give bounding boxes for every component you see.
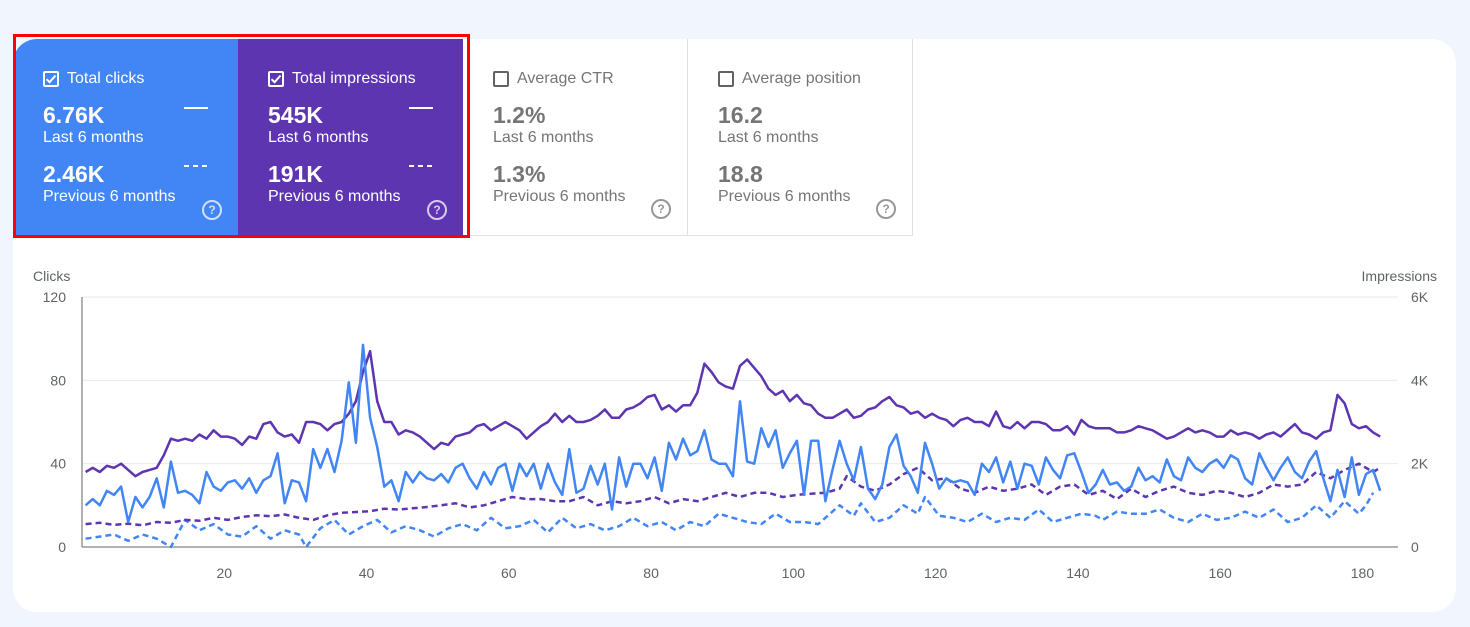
- metric-last-value: 1.2%: [493, 102, 546, 128]
- metric-prev-label: Previous 6 months: [718, 188, 851, 205]
- x-tick-label: 20: [216, 565, 232, 581]
- metric-last-value: 545K: [268, 102, 323, 128]
- solid-legend-icon: [184, 107, 208, 109]
- checkbox-unchecked-icon[interactable]: [493, 71, 509, 87]
- metric-last-label: Last 6 months: [43, 129, 144, 146]
- dashed-legend-icon: [409, 165, 433, 167]
- x-tick-label: 40: [359, 565, 375, 581]
- metric-last-value: 16.2: [718, 102, 763, 128]
- x-tick-label: 100: [782, 565, 806, 581]
- metric-label: Average CTR: [517, 70, 614, 87]
- chart-ticks: 0 40 80 120 0 2K 4K 6K 20 40 60 80 100 120 140 160 180: [43, 289, 1429, 581]
- y-axis-left-label: Clicks: [33, 268, 70, 284]
- metric-prev-value: 191K: [268, 161, 323, 187]
- metric-prev-value: 1.3%: [493, 161, 546, 187]
- series-line-clicks-last: [84, 343, 1382, 524]
- metric-prev-value: 2.46K: [43, 161, 105, 187]
- metric-prev-label: Previous 6 months: [493, 188, 626, 205]
- metric-last-label: Last 6 months: [493, 129, 594, 146]
- metric-total-impressions[interactable]: Total impressions 545K Last 6 months 191…: [238, 39, 463, 236]
- help-icon[interactable]: ?: [202, 200, 222, 220]
- metric-label: Total impressions: [292, 70, 416, 87]
- y-left-tick-label: 0: [58, 539, 66, 555]
- metric-prev-value: 18.8: [718, 161, 763, 187]
- checkbox-unchecked-icon[interactable]: [718, 71, 734, 87]
- metric-average-position[interactable]: Average position 16.2 Last 6 months 18.8…: [688, 39, 913, 236]
- y-right-tick-label: 2K: [1411, 456, 1429, 472]
- metric-last-label: Last 6 months: [718, 129, 819, 146]
- help-icon[interactable]: ?: [651, 199, 671, 219]
- metric-last-label: Last 6 months: [268, 129, 369, 146]
- y-right-tick-label: 4K: [1411, 372, 1429, 388]
- metric-prev-label: Previous 6 months: [268, 188, 401, 205]
- metric-total-clicks[interactable]: Total clicks 6.76K Last 6 months 2.46K P…: [13, 39, 238, 236]
- series-line-impressions-last: [84, 349, 1381, 478]
- chart-grid: [81, 296, 1398, 548]
- series-line-impressions-prev: [85, 462, 1381, 527]
- checkbox-checked-icon[interactable]: [268, 71, 284, 87]
- y-left-tick-label: 120: [43, 289, 67, 305]
- y-left-tick-label: 40: [50, 456, 66, 472]
- help-icon[interactable]: ?: [427, 200, 447, 220]
- solid-legend-icon: [409, 107, 433, 109]
- series-line-clicks-prev: [85, 492, 1375, 549]
- x-tick-label: 80: [643, 565, 659, 581]
- chart-series: [84, 343, 1382, 549]
- x-tick-label: 160: [1208, 565, 1232, 581]
- x-tick-label: 140: [1066, 565, 1090, 581]
- y-left-tick-label: 80: [50, 372, 66, 388]
- x-tick-label: 180: [1351, 565, 1375, 581]
- x-tick-label: 120: [924, 565, 948, 581]
- metric-last-value: 6.76K: [43, 102, 105, 128]
- y-right-tick-label: 6K: [1411, 289, 1429, 305]
- metric-prev-label: Previous 6 months: [43, 188, 176, 205]
- metric-label: Average position: [742, 70, 861, 87]
- y-right-tick-label: 0: [1411, 539, 1419, 555]
- help-icon[interactable]: ?: [876, 199, 896, 219]
- metric-label: Total clicks: [67, 70, 145, 87]
- performance-chart: Clicks Impressions 0 40 80 120 0 2K 4K 6K 20 40 60…: [33, 268, 1437, 581]
- metric-average-ctr[interactable]: Average CTR 1.2% Last 6 months 1.3% Prev…: [463, 39, 688, 236]
- checkbox-checked-icon[interactable]: [43, 71, 59, 87]
- x-tick-label: 60: [501, 565, 517, 581]
- y-axis-right-label: Impressions: [1362, 268, 1437, 284]
- dashed-legend-icon: [184, 165, 208, 167]
